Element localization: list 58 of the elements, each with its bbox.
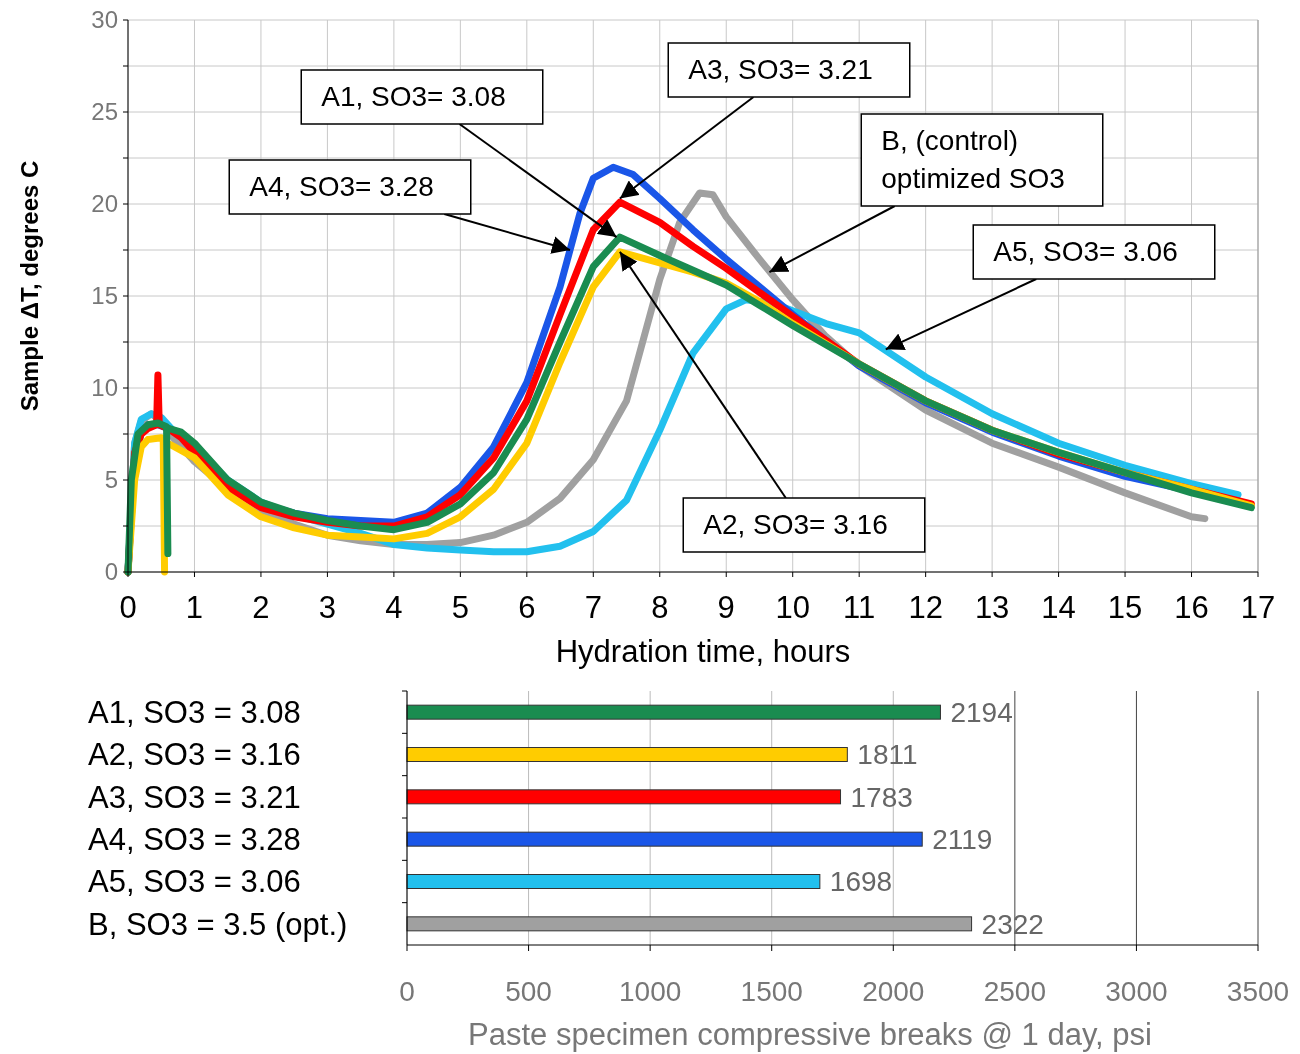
bar: [406, 704, 941, 720]
x-tick-label: 16: [1174, 590, 1209, 625]
x-tick-label: 3000: [1105, 976, 1168, 1007]
y-tick-label: 5: [104, 466, 118, 494]
x-tick-label: 8: [651, 590, 669, 625]
x-tick-label: 2000: [862, 976, 925, 1007]
x-tick-label: 17: [1240, 590, 1276, 625]
y-tick-label: B, SO3 = 3.5 (opt.): [88, 906, 348, 942]
x-tick-label: 14: [1041, 590, 1076, 625]
x-tick-label: 2: [252, 590, 270, 625]
y-tick-label: 10: [91, 374, 118, 402]
y-axis-title: Sample ΔT, degrees C: [16, 160, 43, 412]
data-label: 2194: [950, 696, 1013, 728]
y-tick-label: 15: [91, 282, 118, 310]
bar: [406, 789, 842, 805]
y-tick-label: A5, SO3 = 3.06: [88, 864, 301, 900]
annotation: A3, SO3= 3.21: [688, 54, 873, 85]
x-tick-label: 9: [717, 590, 735, 625]
x-tick-label: 4: [385, 590, 403, 625]
data-label: 2119: [932, 823, 993, 855]
bar: [406, 831, 923, 847]
data-label: 1811: [857, 739, 918, 771]
x-tick-label: 13: [974, 590, 1010, 625]
x-tick-label: 11: [843, 590, 876, 625]
data-label: 1698: [829, 866, 893, 898]
x-tick-label: 1000: [618, 976, 682, 1007]
y-tick-label: 0: [104, 558, 118, 586]
annotation: A2, SO3= 3.16: [703, 509, 888, 540]
bar: [406, 874, 821, 889]
annotation: B, (control) optimized SO3: [881, 125, 1065, 194]
x-tick-label: 6: [518, 590, 536, 625]
x-tick-label: 500: [505, 976, 552, 1007]
x-tick-label: 0: [399, 976, 415, 1007]
x-tick-label: 5: [451, 590, 469, 625]
y-tick-label: 30: [91, 6, 118, 34]
x-tick-label: 1500: [740, 976, 803, 1007]
y-tick-label: A3, SO3 = 3.21: [88, 779, 301, 815]
x-tick-label: 7: [584, 590, 602, 625]
y-tick-label: 20: [91, 190, 118, 218]
x-tick-label: 15: [1107, 590, 1143, 625]
x-tick-label: 10: [775, 590, 810, 625]
x-tick-label: 3: [318, 590, 337, 625]
y-tick-label: 25: [91, 98, 118, 126]
x-tick-label: 1: [185, 590, 204, 625]
bar: [406, 916, 973, 932]
x-tick-label: 2500: [983, 976, 1047, 1007]
annotation: A5, SO3= 3.06: [993, 236, 1178, 267]
data-label: 1783: [850, 781, 913, 813]
x-axis-title: Hydration time, hours: [555, 634, 851, 669]
x-axis-title: Paste specimen compressive breaks @ 1 day, psi: [468, 1017, 1152, 1052]
bar: [406, 747, 848, 762]
y-tick-label: A4, SO3 = 3.28: [88, 822, 301, 858]
y-tick-label: A2, SO3 = 3.16: [88, 737, 301, 773]
x-tick-label: 3500: [1226, 976, 1290, 1007]
annotation: A1, SO3= 3.08: [321, 81, 506, 112]
x-tick-label: 12: [908, 590, 943, 625]
y-tick-label: A1, SO3 = 3.08: [88, 695, 301, 731]
annotation: A4, SO3= 3.28: [249, 171, 434, 202]
